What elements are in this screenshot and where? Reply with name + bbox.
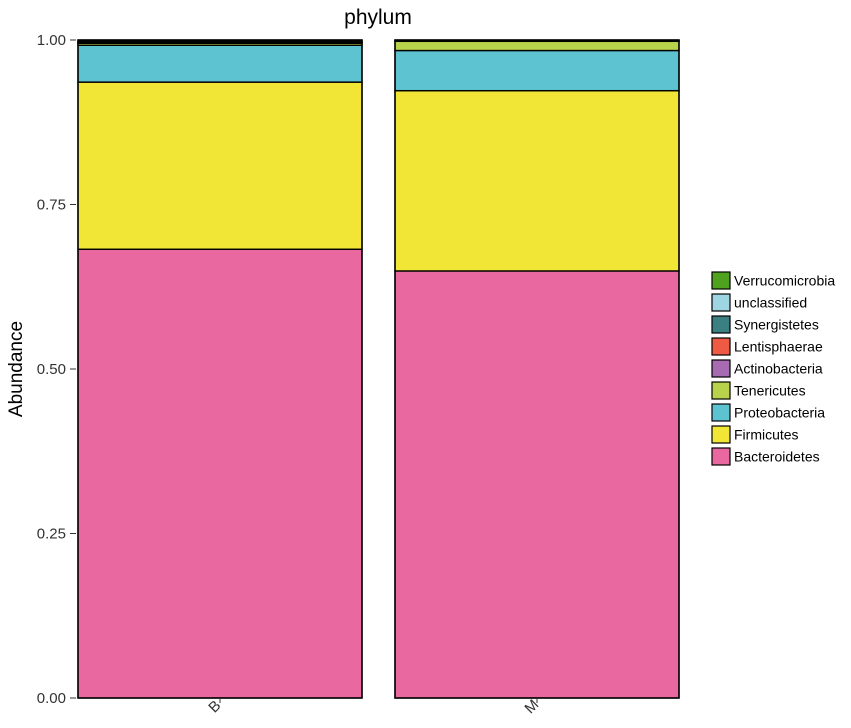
legend-swatch <box>711 293 731 312</box>
y-axis-title: Abundance <box>6 321 27 417</box>
y-tick-label: 0.00 <box>37 690 66 707</box>
legend-item: Tenericutes <box>711 381 806 400</box>
legend-item: Verrucomicrobia <box>711 271 835 290</box>
chart-title: phylum <box>344 6 412 29</box>
bar-segment-tenericutes <box>394 40 680 52</box>
legend-label: Tenericutes <box>734 383 806 399</box>
legend-item: Actinobacteria <box>711 359 823 378</box>
legend-swatch <box>711 315 731 334</box>
legend-swatch <box>711 337 731 356</box>
legend-swatch <box>711 271 731 290</box>
legend-item: Synergistetes <box>711 315 819 334</box>
legend-label: Firmicutes <box>734 427 799 443</box>
bar-segment-bacteroidetes <box>394 270 680 699</box>
legend-item: unclassified <box>711 293 807 312</box>
bar-segment-proteobacteria <box>394 49 680 92</box>
y-tick-label: 0.50 <box>37 361 66 378</box>
y-tick-label: 1.00 <box>37 32 66 49</box>
legend-swatch <box>711 425 731 444</box>
bar-segment-firmicutes <box>394 89 680 272</box>
legend-item: Lentisphaerae <box>711 337 823 356</box>
legend-label: Lentisphaerae <box>734 339 823 355</box>
legend-label: Actinobacteria <box>734 361 823 377</box>
legend-label: Proteobacteria <box>734 405 825 421</box>
legend-swatch <box>711 447 731 466</box>
legend: Verrucomicrobia unclassified Synergistetes… <box>711 271 835 466</box>
legend-swatch <box>711 403 731 422</box>
bar-panels <box>77 39 680 699</box>
y-tick-label: 0.75 <box>37 197 66 214</box>
x-tick-label: B <box>205 697 224 716</box>
legend-swatch <box>711 381 731 400</box>
legend-item: Firmicutes <box>711 425 799 444</box>
legend-label: unclassified <box>734 295 807 311</box>
legend-item: Proteobacteria <box>711 403 825 422</box>
bar-segment-bacteroidetes <box>77 248 363 699</box>
legend-label: Synergistetes <box>734 317 819 333</box>
panel-B <box>77 39 363 699</box>
legend-label: Bacteroidetes <box>734 449 820 465</box>
x-tick-label: M <box>521 696 542 717</box>
y-tick-label: 0.25 <box>37 526 66 543</box>
panel-M <box>394 39 680 699</box>
bar-segment-firmicutes <box>77 81 363 250</box>
y-axis: 0.00 0.25 0.50 0.75 1.00 <box>37 32 76 707</box>
legend-label: Verrucomicrobia <box>734 273 835 289</box>
legend-swatch <box>711 359 731 378</box>
legend-item: Bacteroidetes <box>711 447 820 466</box>
bar-segment-proteobacteria <box>77 44 363 83</box>
